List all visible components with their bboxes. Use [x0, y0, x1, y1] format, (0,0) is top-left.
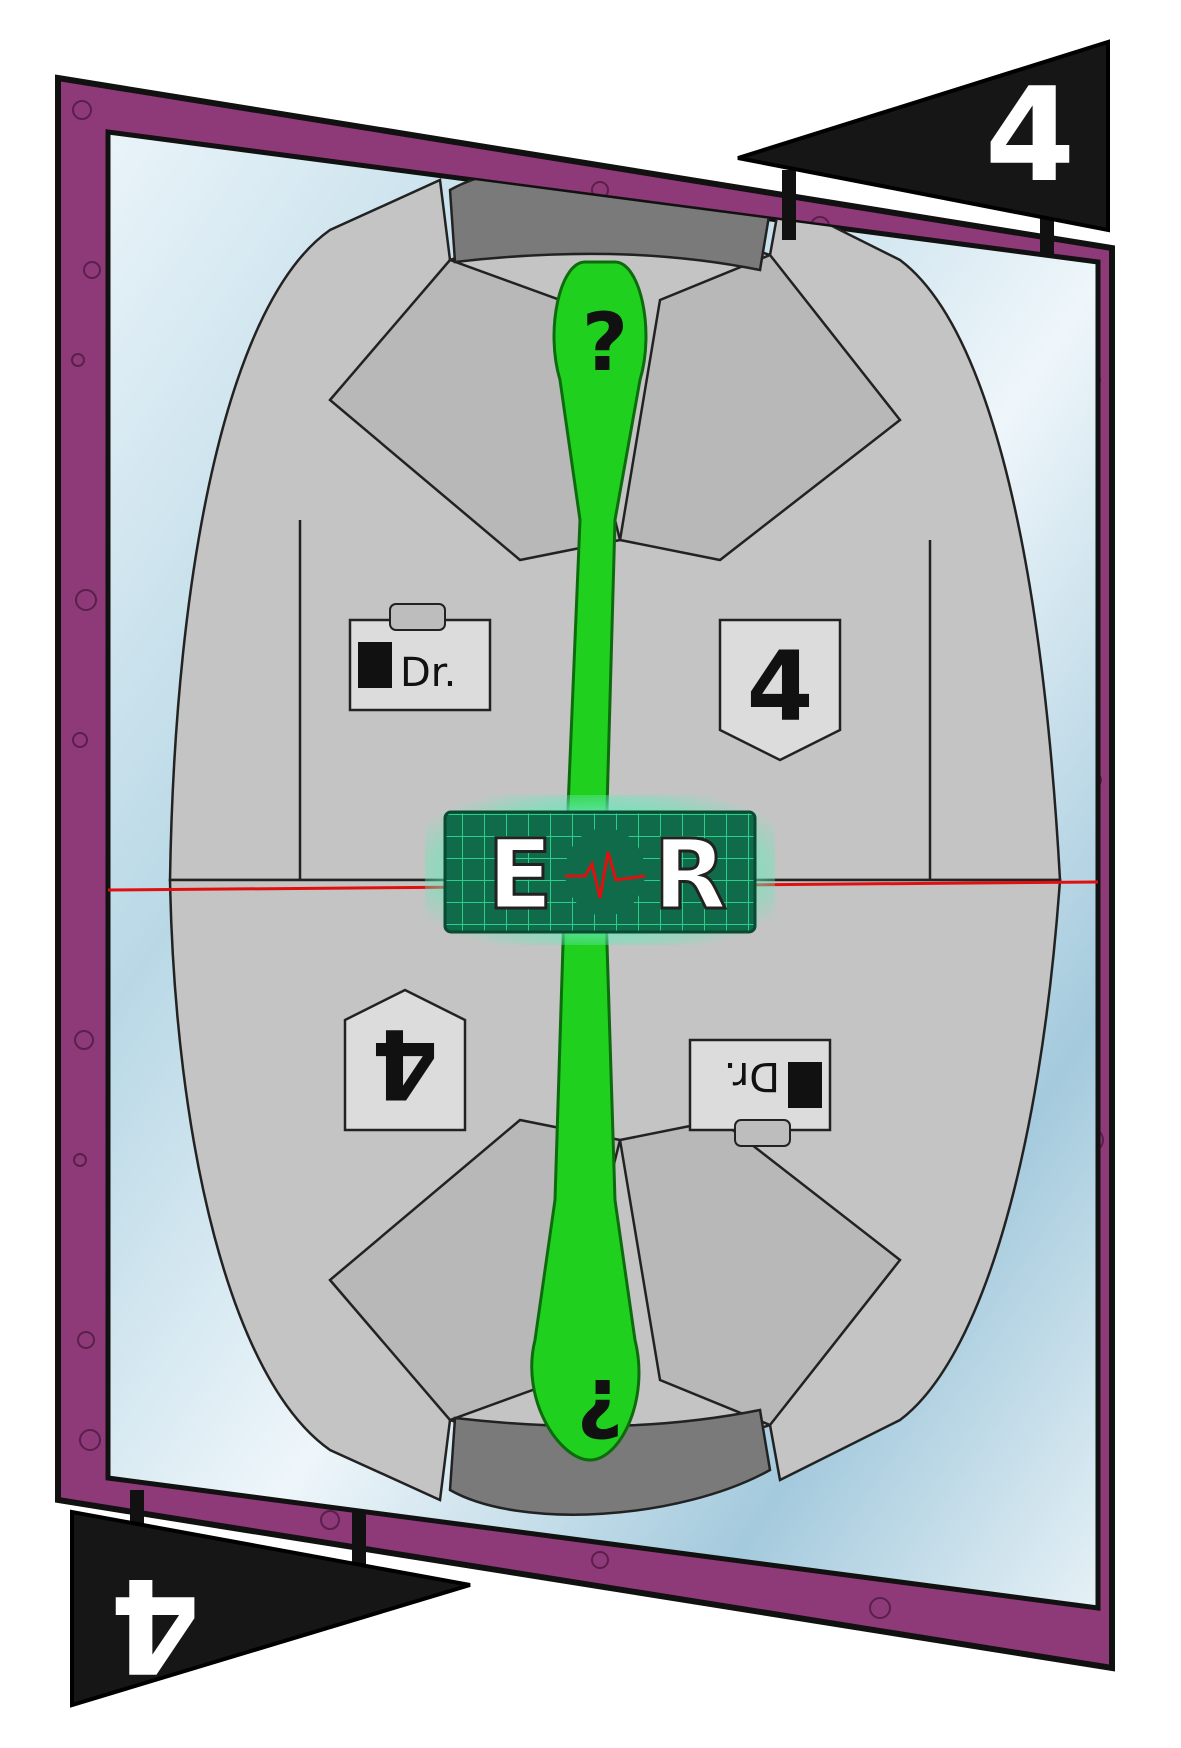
triangle-flag-icon — [737, 39, 1110, 233]
corner-top-right: 4 — [737, 39, 1110, 255]
svg-text:R: R — [653, 819, 727, 931]
triangle-flag-icon — [70, 1509, 471, 1708]
corner-rank-bottom: 4 — [110, 1549, 200, 1701]
corner-rank-top: 4 — [985, 59, 1075, 211]
corner-bottom-left: 4 — [70, 1490, 471, 1708]
svg-text:4: 4 — [372, 1007, 439, 1119]
er-logo: E R — [425, 795, 775, 945]
name-badge-bottom: Dr. — [688, 1038, 832, 1147]
svg-text:E: E — [487, 819, 553, 931]
svg-text:Dr.: Dr. — [724, 1053, 780, 1099]
svg-text:4: 4 — [747, 631, 814, 743]
svg-text:Dr.: Dr. — [400, 650, 456, 696]
tie-symbol-bottom: ? — [577, 1361, 623, 1454]
ecg-icon — [565, 851, 646, 899]
rank-badge-bottom: 4 — [343, 988, 467, 1132]
name-badge-top: Dr. — [348, 603, 492, 712]
rank-badge-top: 4 — [718, 618, 842, 762]
tie-symbol-top: ? — [582, 296, 628, 389]
